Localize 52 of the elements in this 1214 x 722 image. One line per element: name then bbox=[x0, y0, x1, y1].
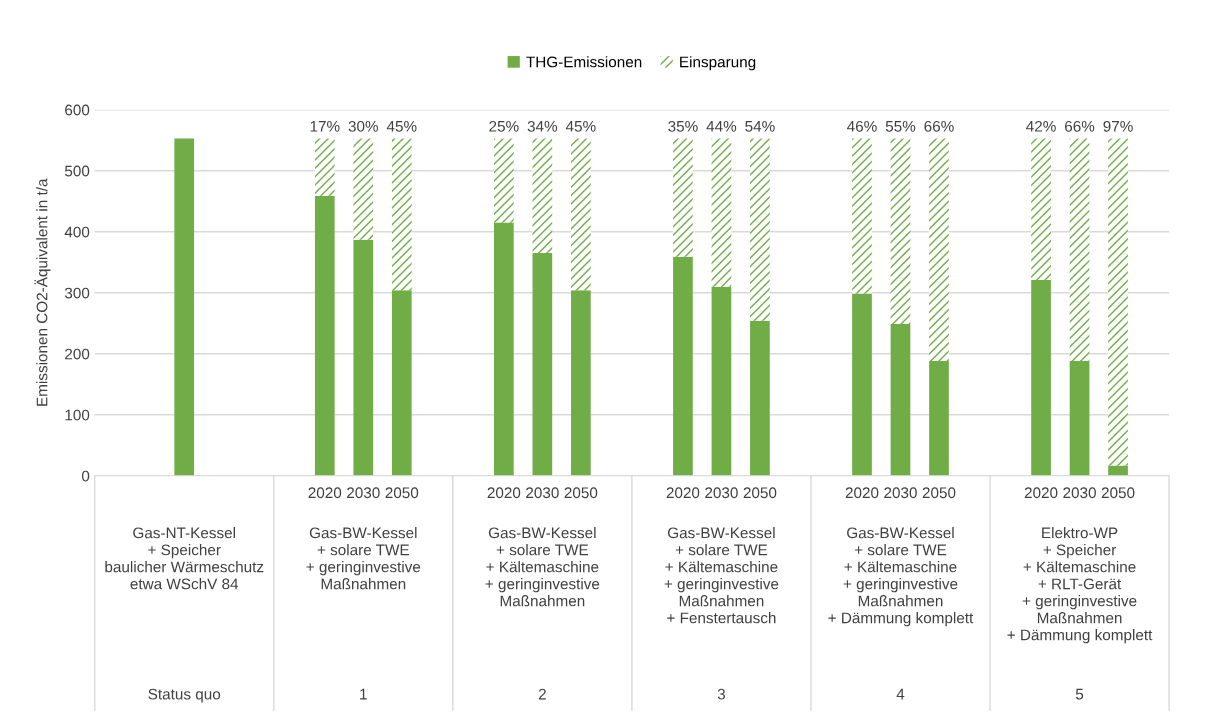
annotation: 17% bbox=[310, 120, 340, 132]
x-tick-label: 2030 bbox=[347, 487, 380, 499]
annotation: 66% bbox=[1065, 120, 1095, 132]
annotation: 25% bbox=[489, 120, 519, 132]
x-tick-label: 2020 bbox=[308, 487, 342, 499]
annotation: 54% bbox=[745, 120, 775, 132]
text: 1 bbox=[360, 688, 367, 700]
x-tick-label: 2050 bbox=[1101, 487, 1135, 499]
x-tick-label: 2050 bbox=[743, 487, 777, 499]
text: Gas-BW-Kessel + solare TWE + geringinvestive Maßnahmen bbox=[306, 527, 421, 590]
annotation: 30% bbox=[348, 120, 379, 132]
x-tick-label: 2050 bbox=[922, 487, 956, 499]
text: Gas-NT-Kessel + Speicher baulicher Wärmeschutz etwa WSchV 84 bbox=[105, 527, 264, 590]
annotation: 45% bbox=[565, 120, 596, 132]
annotation: 66% bbox=[924, 120, 954, 132]
x-tick-label: 2030 bbox=[884, 487, 917, 499]
y-tick-label: 0 bbox=[81, 470, 90, 482]
y-tick-label: 600 bbox=[65, 104, 90, 116]
text: Gas-BW-Kessel + solare TWE + Kältemaschine + geringinvestive Maßnahmen + Fenstertausch bbox=[664, 527, 779, 624]
x-tick-label: 2020 bbox=[845, 487, 879, 499]
x-tick-label: 2030 bbox=[526, 487, 559, 499]
y-tick-label: 300 bbox=[64, 287, 90, 299]
x-tick-label: 2020 bbox=[1024, 487, 1058, 499]
text: 5 bbox=[1075, 688, 1084, 700]
x-tick-label: 2050 bbox=[385, 487, 419, 499]
y-axis-title: Emissionen CO2-Äquivalent in t/a bbox=[34, 178, 51, 406]
y-tick-label: 100 bbox=[65, 409, 90, 421]
text: 4 bbox=[896, 688, 905, 700]
text: Gas-BW-Kessel + solare TWE + Kältemaschine + geringinvestive Maßnahmen bbox=[485, 527, 600, 607]
annotation: 34% bbox=[527, 120, 558, 132]
x-tick-label: 2050 bbox=[564, 487, 598, 499]
legend-label: THG-Emissionen bbox=[526, 56, 642, 68]
annotation: 97% bbox=[1103, 120, 1133, 132]
y-tick-label: 500 bbox=[64, 165, 90, 177]
y-tick-label: 200 bbox=[65, 348, 90, 360]
x-tick-label: 2030 bbox=[705, 487, 738, 499]
x-tick-label: 2030 bbox=[1063, 487, 1096, 499]
x-tick-label: 2020 bbox=[666, 487, 700, 499]
annotation: 42% bbox=[1026, 120, 1056, 132]
text: Gas-BW-Kessel + solare TWE + Kältemaschine + geringinvestive Maßnahmen + Dämmung komplett bbox=[828, 527, 974, 627]
x-tick-label: 2020 bbox=[487, 487, 521, 499]
y-tick-label: 400 bbox=[64, 226, 90, 238]
text: Status quo bbox=[148, 688, 221, 703]
annotation: 35% bbox=[668, 120, 698, 132]
text: 3 bbox=[717, 688, 725, 700]
text: Elektro-WP + Speicher + Kältemaschine + RLT-Gerät + geringinvestive Maßnahmen + Dämmung komplett bbox=[1007, 527, 1153, 644]
annotation: 55% bbox=[885, 120, 916, 132]
legend-label: Einsparung bbox=[680, 56, 756, 71]
annotation: 44% bbox=[706, 120, 737, 132]
annotation: 46% bbox=[847, 120, 877, 132]
text: 2 bbox=[538, 688, 546, 700]
annotation: 45% bbox=[386, 120, 417, 132]
